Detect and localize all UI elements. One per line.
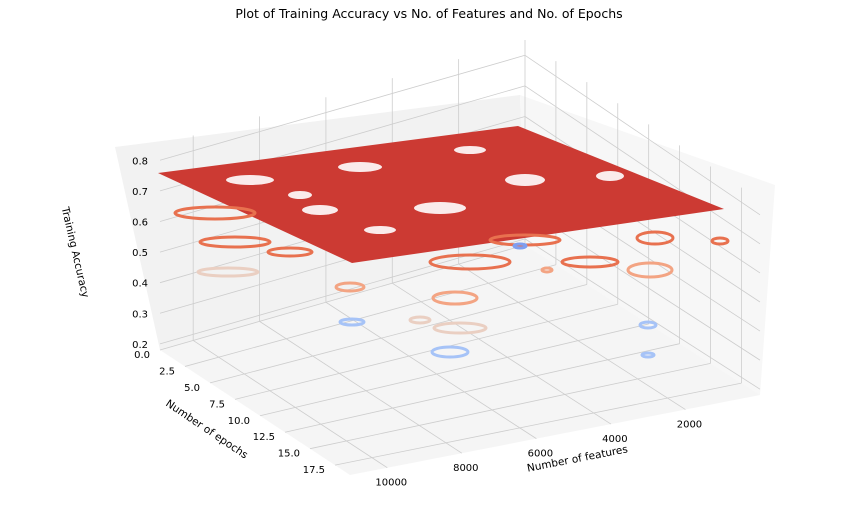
- y-tick-label: 17.5: [303, 465, 325, 476]
- surface-contour-fragment: [196, 266, 260, 278]
- z-tick-label: 0.3: [132, 309, 148, 320]
- surface-contour-fragment: [408, 315, 432, 325]
- surface-gap: [338, 162, 382, 172]
- x-gridline-floor: [259, 321, 463, 454]
- x-gridline-floor: [192, 340, 388, 469]
- x-tick-label: 4000: [602, 434, 627, 445]
- surface-gap: [364, 226, 396, 234]
- x-tick-label: 8000: [453, 463, 478, 474]
- z-tick-label: 0.8: [132, 156, 148, 167]
- surface-gap: [226, 175, 274, 185]
- tick-layer: 0.2 0.3 0.4 0.5 0.6 0.7 0.8 0.0 2.5 5.0 7.510.012.…: [132, 156, 702, 488]
- surface-gap: [454, 146, 486, 154]
- surface-contour-fragment: [198, 235, 272, 249]
- y-tick-label: 7.5: [209, 399, 225, 410]
- z-tick-label: 0.6: [132, 217, 148, 228]
- surface-contour-fragment: [430, 345, 470, 359]
- z-tick-label: 0.2: [132, 340, 148, 351]
- surface-contour-fragment: [560, 255, 620, 269]
- x-tick-label: 6000: [528, 449, 553, 460]
- surface-contour-fragment: [338, 317, 366, 327]
- surface-contour-fragment: [431, 290, 479, 306]
- y-tick-label: 0.0: [134, 350, 150, 361]
- surface-contour-fragment: [635, 230, 675, 246]
- surface-contour-fragment: [540, 266, 554, 274]
- x-gridline-floor: [458, 263, 686, 410]
- surface-contour-fragment: [266, 246, 314, 258]
- y-gridline-floor: [159, 244, 526, 351]
- surface-contour-fragment: [432, 321, 488, 335]
- y-gridline-floor: [184, 264, 557, 367]
- y-tick-label: 15.0: [278, 449, 300, 460]
- surface-contour-fragment: [512, 242, 528, 250]
- surface-contour-fragment: [710, 236, 730, 246]
- x-tick-label: 10000: [375, 478, 407, 489]
- y-gridline-floor: [334, 382, 742, 466]
- z-tick-label: 0.5: [132, 248, 148, 259]
- x-tick-label: 2000: [677, 420, 702, 431]
- y-gridline-floor: [234, 303, 618, 400]
- surface-layer: [158, 126, 730, 359]
- surface-gap: [288, 191, 312, 199]
- y-tick-label: 2.5: [159, 366, 175, 377]
- y-gridline-floor: [259, 323, 649, 417]
- z-gridline-side: [524, 85, 761, 245]
- surface-gap: [302, 205, 338, 215]
- y-tick-label: 12.5: [253, 432, 275, 443]
- surface-contour-fragment: [334, 281, 366, 293]
- surface-contour-fragment: [640, 351, 656, 359]
- surface-plateau: [158, 126, 724, 263]
- surface-gap: [505, 174, 545, 186]
- z-tick-label: 0.4: [132, 279, 148, 290]
- chart-title: Plot of Training Accuracy vs No. of Feat…: [235, 6, 622, 21]
- y-gridline-floor: [309, 363, 711, 450]
- z-gridline-side: [524, 207, 761, 361]
- y-axis-label: Number of epochs: [163, 398, 250, 462]
- y-gridline-floor: [284, 343, 680, 433]
- z-axis-label: Training Accuracy: [58, 205, 91, 299]
- surface-contour-fragment: [626, 261, 674, 279]
- x-gridline-floor: [392, 282, 612, 425]
- surface-gap: [414, 202, 466, 214]
- y-tick-label: 5.0: [184, 383, 200, 394]
- surface-contour-fragment: [173, 205, 257, 221]
- z-tick-label: 0.7: [132, 187, 148, 198]
- z-gridline: [159, 54, 526, 161]
- surface-contour-fragment: [428, 253, 512, 271]
- y-tick-label: 10.0: [228, 416, 250, 427]
- z-gridline-side: [524, 54, 761, 216]
- surface-contour-fragment: [638, 320, 658, 330]
- y-gridline-floor: [209, 284, 587, 384]
- surface-gap: [596, 171, 624, 181]
